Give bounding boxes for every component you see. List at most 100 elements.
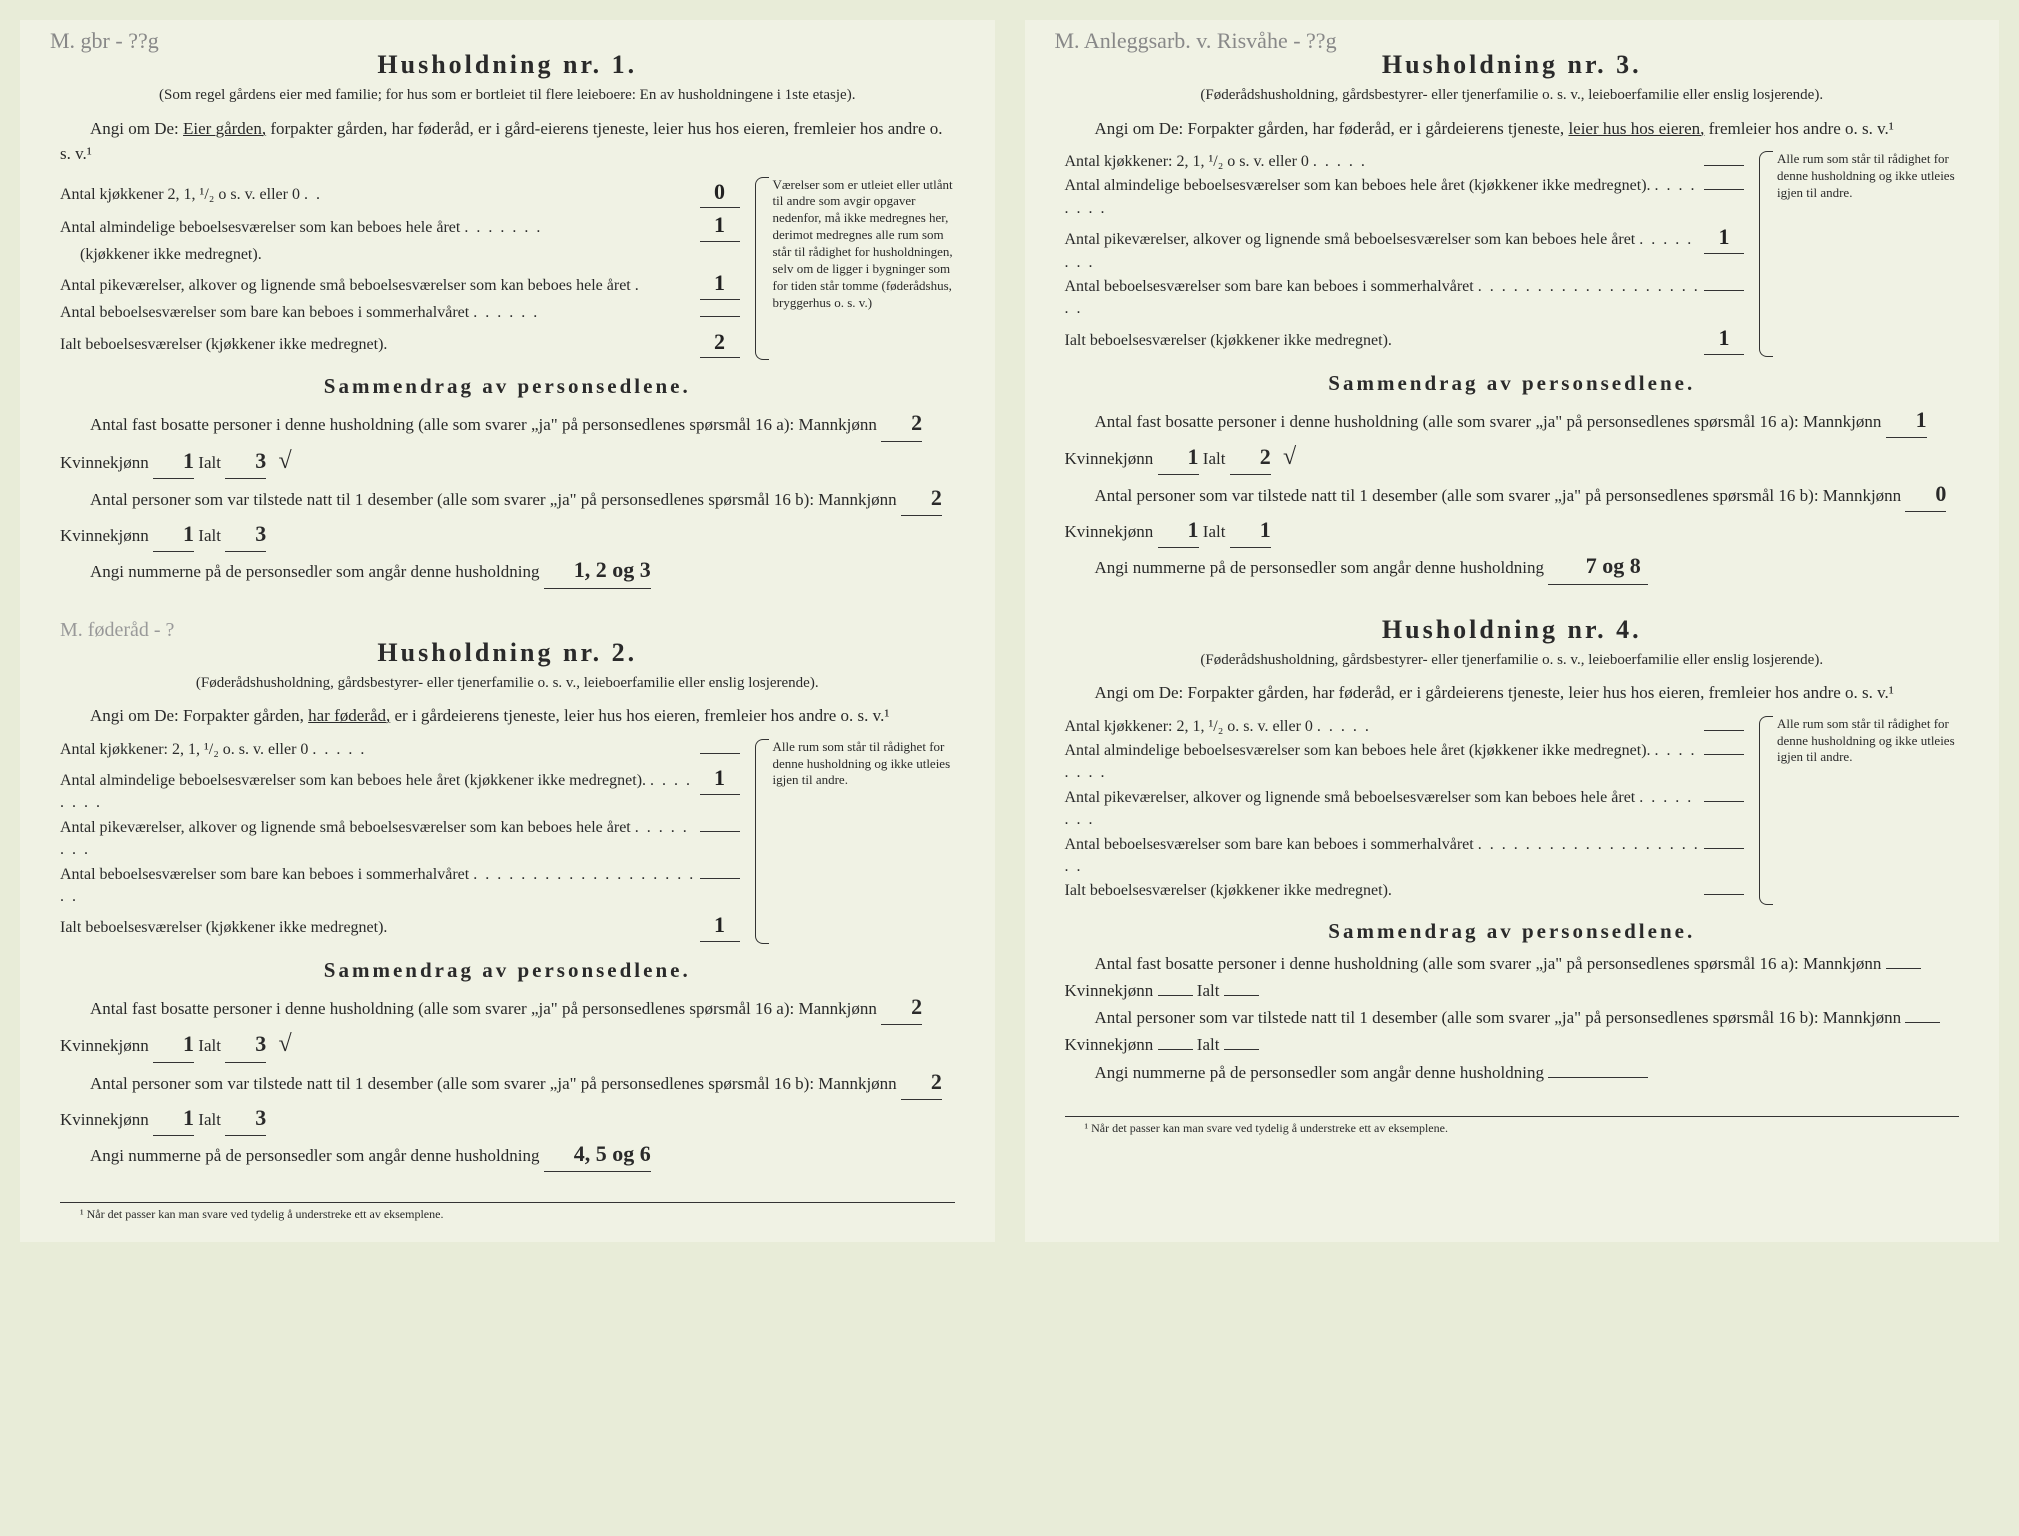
brace-icon <box>1759 716 1773 905</box>
kitchens-value-h4 <box>1704 730 1744 731</box>
16b-female-h2: 1 <box>153 1100 194 1136</box>
total-rooms-value-h3: 1 <box>1704 323 1744 355</box>
household-3-data: Antal kjøkkener: 2, 1, ¹/₂ o s. v. eller… <box>1065 151 1960 357</box>
rooms-year-value-h4 <box>1704 754 1744 755</box>
kitchens-label: Antal kjøkkener 2, 1, ¹/₂ o s. v. eller … <box>60 184 700 206</box>
summary-16a-h3: Antal fast bosatte personer i denne hush… <box>1065 402 1960 477</box>
total-rooms-value-h2: 1 <box>700 910 740 942</box>
summer-rooms-line: Antal beboelsesværelser som bare kan beb… <box>60 302 740 324</box>
data-left-h3: Antal kjøkkener: 2, 1, ¹/₂ o s. v. eller… <box>1065 151 1745 357</box>
household-2-data: Antal kjøkkener: 2, 1, ¹/₂ o. s. v. elle… <box>60 739 955 945</box>
household-3-instruction: Angi om De: Forpakter gården, har føderå… <box>1065 116 1960 142</box>
summer-rooms-line-h3: Antal beboelsesværelser som bare kan beb… <box>1065 276 1745 321</box>
16a-female-h3: 1 <box>1158 439 1199 475</box>
small-rooms-value-h2 <box>700 831 740 832</box>
kitchens-line-h3: Antal kjøkkener: 2, 1, ¹/₂ o s. v. eller… <box>1065 151 1745 173</box>
numbers-value-h2: 4, 5 og 6 <box>544 1136 651 1172</box>
rooms-year-value-h3 <box>1704 189 1744 190</box>
summary-heading-h2: Sammendrag av personsedlene. <box>60 958 955 983</box>
household-3: Husholdning nr. 3. (Føderådshusholdning,… <box>1065 50 1960 585</box>
household-3-title: Husholdning nr. 3. <box>1065 50 1960 80</box>
rooms-year-line-h2: Antal almindelige beboelsesværelser som … <box>60 763 740 815</box>
small-rooms-line: Antal pikeværelser, alkover og lignende … <box>60 268 740 300</box>
data-left-h4: Antal kjøkkener: 2, 1, ¹/₂ o. s. v. elle… <box>1065 716 1745 905</box>
brace-icon <box>1759 151 1773 357</box>
16a-female-h2: 1 <box>153 1026 194 1062</box>
small-rooms-value: 1 <box>700 268 740 300</box>
side-note-h3: Alle rum som står til rådighet for denne… <box>1759 151 1959 357</box>
handwritten-annotation-h1: M. gbr - ??g <box>50 28 159 54</box>
numbers-value-h3: 7 og 8 <box>1548 548 1648 584</box>
16a-total-h1: 3 <box>225 443 266 479</box>
summer-rooms-value <box>700 316 740 317</box>
16b-total-h2: 3 <box>225 1100 266 1136</box>
rooms-year-line: Antal almindelige beboelsesværelser som … <box>60 210 740 242</box>
page-container: M. gbr - ??g Husholdning nr. 1. (Som reg… <box>20 20 1999 1242</box>
summary-heading-h3: Sammendrag av personsedlene. <box>1065 371 1960 396</box>
kitchens-value-h3 <box>1704 165 1744 166</box>
check-mark-h2: √ <box>278 1031 291 1057</box>
small-rooms-line-h4: Antal pikeværelser, alkover og lignende … <box>1065 787 1745 832</box>
summary-16b-h3: Antal personer som var tilstede natt til… <box>1065 476 1960 548</box>
small-rooms-value-h4 <box>1704 801 1744 802</box>
16a-total-h3: 2 <box>1230 439 1271 475</box>
summer-rooms-label: Antal beboelsesværelser som bare kan beb… <box>60 302 700 324</box>
check-mark-h3: √ <box>1283 444 1296 470</box>
summer-rooms-value-h3 <box>1704 290 1744 291</box>
handwritten-annotation-h3: M. Anleggsarb. v. Risvåhe - ??g <box>1055 28 1337 54</box>
household-1-title: Husholdning nr. 1. <box>60 50 955 80</box>
check-mark-h1: √ <box>278 448 291 474</box>
instruction-underlined: Eier gården, <box>183 119 266 138</box>
household-1-data: Antal kjøkkener 2, 1, ¹/₂ o s. v. eller … <box>60 177 955 361</box>
kitchens-line-h2: Antal kjøkkener: 2, 1, ¹/₂ o. s. v. elle… <box>60 739 740 761</box>
16a-total-h4 <box>1224 995 1259 996</box>
rooms-year-label: Antal almindelige beboelsesværelser som … <box>60 217 700 239</box>
16b-male-h1: 2 <box>901 480 942 516</box>
summary-heading-h4: Sammendrag av personsedlene. <box>1065 919 1960 944</box>
kitchens-value-h2 <box>700 753 740 754</box>
household-4-data: Antal kjøkkener: 2, 1, ¹/₂ o. s. v. elle… <box>1065 716 1960 905</box>
numbers-value-h1: 1, 2 og 3 <box>544 552 651 588</box>
total-rooms-line-h3: Ialt beboelsesværelser (kjøkkener ikke m… <box>1065 323 1745 355</box>
instruction-prefix: Angi om De: <box>90 119 183 138</box>
household-1-subtitle: (Som regel gårdens eier med familie; for… <box>60 86 955 106</box>
total-rooms-line-h4: Ialt beboelsesværelser (kjøkkener ikke m… <box>1065 880 1745 902</box>
brace-icon <box>755 177 769 361</box>
summer-rooms-value-h2 <box>700 878 740 879</box>
rooms-year-value-h2: 1 <box>700 763 740 795</box>
numbers-line-h4: Angi nummerne på de personsedler som ang… <box>1065 1059 1960 1086</box>
kitchens-line-h4: Antal kjøkkener: 2, 1, ¹/₂ o. s. v. elle… <box>1065 716 1745 738</box>
total-rooms-value-h4 <box>1704 894 1744 895</box>
16b-male-h2: 2 <box>901 1064 942 1100</box>
small-rooms-line-h2: Antal pikeværelser, alkover og lignende … <box>60 817 740 862</box>
numbers-value-h4 <box>1548 1077 1648 1078</box>
household-4: Husholdning nr. 4. (Føderådshusholdning,… <box>1065 615 1960 1086</box>
total-rooms-line: Ialt beboelsesværelser (kjøkkener ikke m… <box>60 327 740 359</box>
kitchens-value: 0 <box>700 177 740 209</box>
rooms-year-line-h4: Antal almindelige beboelsesværelser som … <box>1065 740 1745 785</box>
summary-16a-h2: Antal fast bosatte personer i denne hush… <box>60 989 955 1064</box>
numbers-line-h3: Angi nummerne på de personsedler som ang… <box>1065 548 1960 584</box>
rooms-note: (kjøkkener ikke medregnet). <box>60 244 740 266</box>
16a-female-h1: 1 <box>153 443 194 479</box>
small-rooms-line-h3: Antal pikeværelser, alkover og lignende … <box>1065 222 1745 274</box>
brace-icon <box>755 739 769 945</box>
16a-male-h4 <box>1886 968 1921 969</box>
left-page: M. gbr - ??g Husholdning nr. 1. (Som reg… <box>20 20 995 1242</box>
side-note-h4: Alle rum som står til rådighet for denne… <box>1759 716 1959 905</box>
16a-female-h4 <box>1158 995 1193 996</box>
summary-16b-h4: Antal personer som var tilstede natt til… <box>1065 1004 1960 1058</box>
16a-male-h1: 2 <box>881 405 922 441</box>
summer-rooms-line-h2: Antal beboelsesværelser som bare kan beb… <box>60 864 740 909</box>
rooms-year-value: 1 <box>700 210 740 242</box>
kitchens-line: Antal kjøkkener 2, 1, ¹/₂ o s. v. eller … <box>60 177 740 209</box>
household-1-instruction: Angi om De: Eier gården, forpakter gårde… <box>60 116 955 167</box>
16b-female-h3: 1 <box>1158 512 1199 548</box>
data-left-h2: Antal kjøkkener: 2, 1, ¹/₂ o. s. v. elle… <box>60 739 740 945</box>
summary-heading-h1: Sammendrag av personsedlene. <box>60 374 955 399</box>
summary-16a-h4: Antal fast bosatte personer i denne hush… <box>1065 950 1960 1004</box>
numbers-line-h2: Angi nummerne på de personsedler som ang… <box>60 1136 955 1172</box>
summary-16a-h1: Antal fast bosatte personer i denne hush… <box>60 405 955 480</box>
small-rooms-label: Antal pikeværelser, alkover og lignende … <box>60 275 700 297</box>
side-note-h2: Alle rum som står til rådighet for denne… <box>755 739 955 945</box>
